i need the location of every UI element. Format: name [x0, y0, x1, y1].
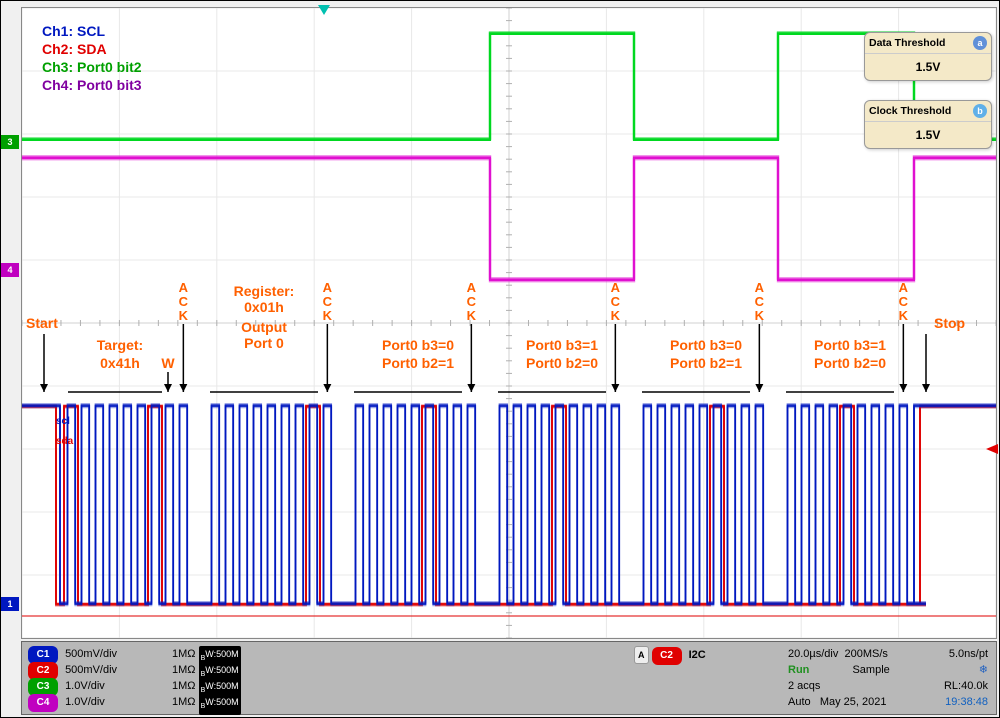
svg-text:K: K [323, 308, 333, 323]
svg-text:Stop: Stop [934, 315, 965, 331]
threshold-a-icon: a [973, 36, 987, 50]
svg-text:C: C [755, 294, 765, 309]
legend-ch1: Ch1: SCL [42, 22, 142, 40]
svg-text:Target:: Target: [97, 337, 143, 353]
ch1-settings[interactable]: C1 500mV/div [28, 646, 117, 662]
svg-text:A: A [179, 280, 189, 295]
bus-sda-label: sda [56, 436, 73, 447]
right-arrow-icon [986, 444, 998, 454]
footer-bar: C1 500mV/div C2 500mV/div C3 1.0V/div C4… [21, 641, 997, 715]
svg-text:K: K [899, 308, 909, 323]
svg-text:C: C [323, 294, 333, 309]
channel-legend: Ch1: SCL Ch2: SDA Ch3: Port0 bit2 Ch4: P… [42, 22, 142, 94]
ch3-marker: 3 [1, 135, 19, 149]
waveform-svg: StartTarget:0x41hWACKACKACKACKACKACKRegi… [22, 8, 996, 638]
svg-text:W: W [161, 355, 175, 371]
svg-text:C: C [179, 294, 189, 309]
legend-ch2: Ch2: SDA [42, 40, 142, 58]
ch4-marker: 4 [1, 263, 19, 277]
graticule: StartTarget:0x41hWACKACKACKACKACKACKRegi… [21, 7, 997, 639]
svg-text:A: A [755, 280, 765, 295]
run-status: Run [788, 664, 809, 676]
svg-text:Start: Start [26, 315, 58, 331]
ch3-settings[interactable]: C3 1.0V/div [28, 678, 117, 694]
data-threshold-value: 1.5V [865, 54, 991, 80]
svg-text:A: A [899, 280, 909, 295]
data-threshold-box[interactable]: Data Threshold a 1.5V [864, 32, 992, 81]
timebase-row[interactable]: 20.0µs/div 200MS/s 5.0ns/pt [788, 646, 988, 662]
svg-text:Port0 b3=1: Port0 b3=1 [814, 337, 886, 353]
svg-text:Port0 b2=1: Port0 b2=1 [382, 355, 454, 371]
threshold-b-icon: b [973, 104, 987, 118]
legend-ch3: Ch3: Port0 bit2 [42, 58, 142, 76]
svg-text:Register:: Register: [234, 283, 295, 299]
svg-text:A: A [467, 280, 477, 295]
ch1-marker: 1 [1, 597, 19, 611]
clock-threshold-value: 1.5V [865, 122, 991, 148]
svg-text:K: K [611, 308, 621, 323]
svg-text:Port0 b2=1: Port0 b2=1 [670, 355, 742, 371]
svg-text:Port0 b3=0: Port0 b3=0 [382, 337, 454, 353]
bus-decode[interactable]: A C2 I2C [634, 646, 706, 662]
svg-text:C: C [611, 294, 621, 309]
bus-scl-label: scl [56, 416, 70, 427]
svg-text:Port0 b3=0: Port0 b3=0 [670, 337, 742, 353]
svg-text:0x01h: 0x01h [244, 299, 284, 315]
channel-settings: C1 500mV/div C2 500mV/div C3 1.0V/div C4… [28, 646, 117, 710]
ch4-settings[interactable]: C4 1.0V/div [28, 694, 117, 710]
svg-text:Port0 b2=0: Port0 b2=0 [814, 355, 886, 371]
svg-text:Port0 b2=0: Port0 b2=0 [526, 355, 598, 371]
svg-text:C: C [899, 294, 909, 309]
legend-ch4: Ch4: Port0 bit3 [42, 76, 142, 94]
ch2-settings[interactable]: C2 500mV/div [28, 662, 117, 678]
oscilloscope-view: 3 4 1 StartTarget:0x41hWACKACKACKACKACKA… [0, 0, 1000, 718]
svg-text:K: K [467, 308, 477, 323]
svg-text:K: K [755, 308, 765, 323]
svg-text:C: C [467, 294, 477, 309]
svg-text:K: K [179, 308, 189, 323]
svg-text:Port 0: Port 0 [244, 335, 284, 351]
svg-text:Output: Output [241, 319, 287, 335]
svg-text:0x41h: 0x41h [100, 355, 140, 371]
clock-threshold-box[interactable]: Clock Threshold b 1.5V [864, 100, 992, 149]
svg-text:A: A [323, 280, 333, 295]
timebase-info: 20.0µs/div 200MS/s 5.0ns/pt Run Sample ❄… [788, 646, 988, 710]
svg-text:A: A [611, 280, 621, 295]
svg-text:Port0 b3=1: Port0 b3=1 [526, 337, 598, 353]
trigger-indicator [318, 5, 330, 15]
clock-threshold-label: Clock Threshold [869, 105, 951, 117]
data-threshold-label: Data Threshold [869, 37, 945, 49]
impedance-col: 1MΩ BW:500M 1MΩ BW:500M 1MΩ BW:500M 1MΩ … [172, 646, 243, 710]
